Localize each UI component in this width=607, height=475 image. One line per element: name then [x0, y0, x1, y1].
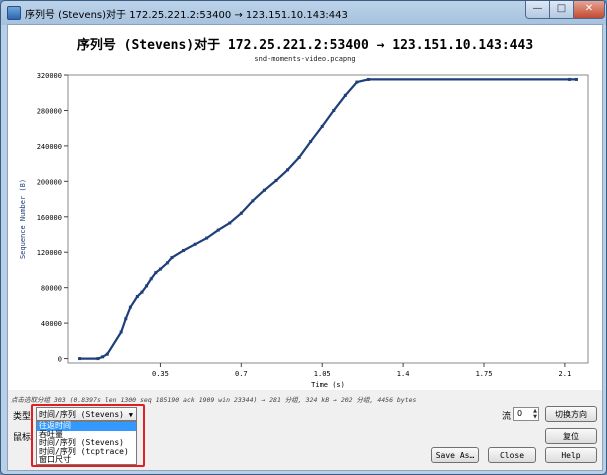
close-button[interactable]: Close — [488, 447, 536, 463]
y-tick-label: 320000 — [37, 72, 62, 80]
data-point — [124, 317, 128, 321]
data-point — [149, 277, 153, 281]
data-point — [135, 295, 139, 299]
data-point — [158, 267, 162, 271]
data-point — [568, 77, 572, 81]
highlight-annotation-box — [31, 404, 145, 467]
stream-spinbox[interactable]: 0 ▲ ▼ — [513, 407, 539, 421]
type-option[interactable]: 时间/序列 (Stevens) — [39, 438, 124, 447]
plot-area[interactable]: 序列号 (Stevens)对于 172.25.221.2:53400 → 123… — [8, 25, 602, 390]
mouse-label: 鼠标 — [13, 433, 32, 443]
window-title: 序列号 (Stevens)对于 172.25.221.2:53400 → 123… — [25, 10, 348, 21]
data-point — [78, 357, 82, 361]
y-tick-label: 120000 — [37, 249, 62, 257]
y-tick-label: 280000 — [37, 107, 62, 115]
type-select[interactable]: 时间/序列 (Stevens) ▼ — [36, 407, 137, 421]
data-point — [193, 242, 197, 246]
data-point — [154, 271, 158, 275]
data-point — [262, 188, 266, 192]
data-point — [366, 77, 370, 81]
data-point — [170, 256, 174, 260]
data-point — [96, 357, 100, 361]
data-point — [145, 284, 149, 288]
y-tick-label: 40000 — [41, 320, 62, 328]
x-tick-label: 1.05 — [314, 370, 331, 378]
y-tick-label: 160000 — [37, 214, 62, 222]
stream-value: 0 — [517, 409, 523, 418]
app-icon — [7, 6, 21, 20]
data-point — [274, 178, 278, 182]
data-point — [228, 221, 232, 225]
data-point — [216, 228, 220, 232]
chevron-down-icon: ▼ — [128, 411, 133, 419]
y-tick-label: 200000 — [37, 178, 62, 186]
chart-svg[interactable]: 0 40000 80000 120000 160000 200000 240000 28000… — [8, 25, 602, 390]
x-axis-label: Time (s) — [311, 381, 345, 389]
data-point — [251, 199, 255, 203]
data-point — [119, 330, 123, 334]
switch-direction-button[interactable]: 切换方向 — [545, 406, 597, 422]
minimize-button[interactable]: — — [525, 1, 550, 19]
save-as-button[interactable]: Save As… — [431, 447, 479, 463]
x-tick-label: 2.1 — [559, 370, 572, 378]
type-select-value: 时间/序列 (Stevens) — [39, 410, 124, 419]
data-point — [320, 124, 324, 128]
type-option[interactable]: 吞吐量 — [39, 429, 63, 439]
help-button[interactable]: Help — [545, 447, 597, 463]
data-point — [574, 77, 578, 81]
data-point — [140, 290, 144, 294]
data-point — [297, 155, 301, 159]
data-point — [309, 139, 313, 143]
type-dropdown-list: 往返时间 吞吐量 时间/序列 (Stevens) 时间/序列 (tcptrace) 窗口… — [36, 421, 137, 465]
x-tick-label: 1.4 — [397, 370, 410, 378]
close-window-button[interactable]: ✕ — [573, 1, 605, 19]
x-tick-label: 1.75 — [476, 370, 493, 378]
x-tick-label: 0.7 — [235, 370, 248, 378]
y-tick-label: 240000 — [37, 143, 62, 151]
dialog-client: 序列号 (Stevens)对于 172.25.221.2:53400 → 123… — [7, 24, 603, 471]
x-tick-label: 0.35 — [152, 370, 169, 378]
type-label: 类型 — [13, 412, 32, 422]
data-point — [286, 168, 290, 172]
data-point — [105, 352, 109, 356]
stream-label: 流 — [502, 412, 512, 422]
y-tick-label: 80000 — [41, 285, 62, 293]
data-point — [128, 305, 132, 309]
chart-title: 序列号 (Stevens)对于 172.25.221.2:53400 → 123… — [76, 38, 534, 53]
data-point — [101, 355, 105, 359]
data-point — [343, 93, 347, 97]
reset-button[interactable]: 复位 — [545, 428, 597, 444]
chart-subtitle: snd-moments-video.pcapng — [254, 55, 356, 63]
type-option[interactable]: 时间/序列 (tcptrace) — [39, 446, 129, 456]
info-line: 点击选取分组 303 (0.8397s len 1300 seq 185190 … — [11, 396, 417, 404]
type-option[interactable]: 往返时间 — [37, 421, 136, 431]
spin-arrows-icon[interactable]: ▲ ▼ — [533, 408, 537, 420]
data-point — [332, 108, 336, 112]
type-option[interactable]: 窗口尺寸 — [39, 455, 71, 464]
data-point — [182, 248, 186, 252]
data-point — [205, 236, 209, 240]
data-point — [165, 261, 169, 265]
plot-frame — [67, 74, 589, 364]
data-point — [239, 211, 243, 215]
data-point — [355, 80, 359, 84]
y-axis-label: Sequence Number (B) — [19, 179, 27, 259]
series-line — [79, 78, 577, 360]
title-bar: 序列号 (Stevens)对于 172.25.221.2:53400 → 123… — [1, 1, 606, 24]
maximize-button[interactable]: □ — [549, 1, 574, 19]
y-tick-label: 0 — [58, 356, 62, 364]
